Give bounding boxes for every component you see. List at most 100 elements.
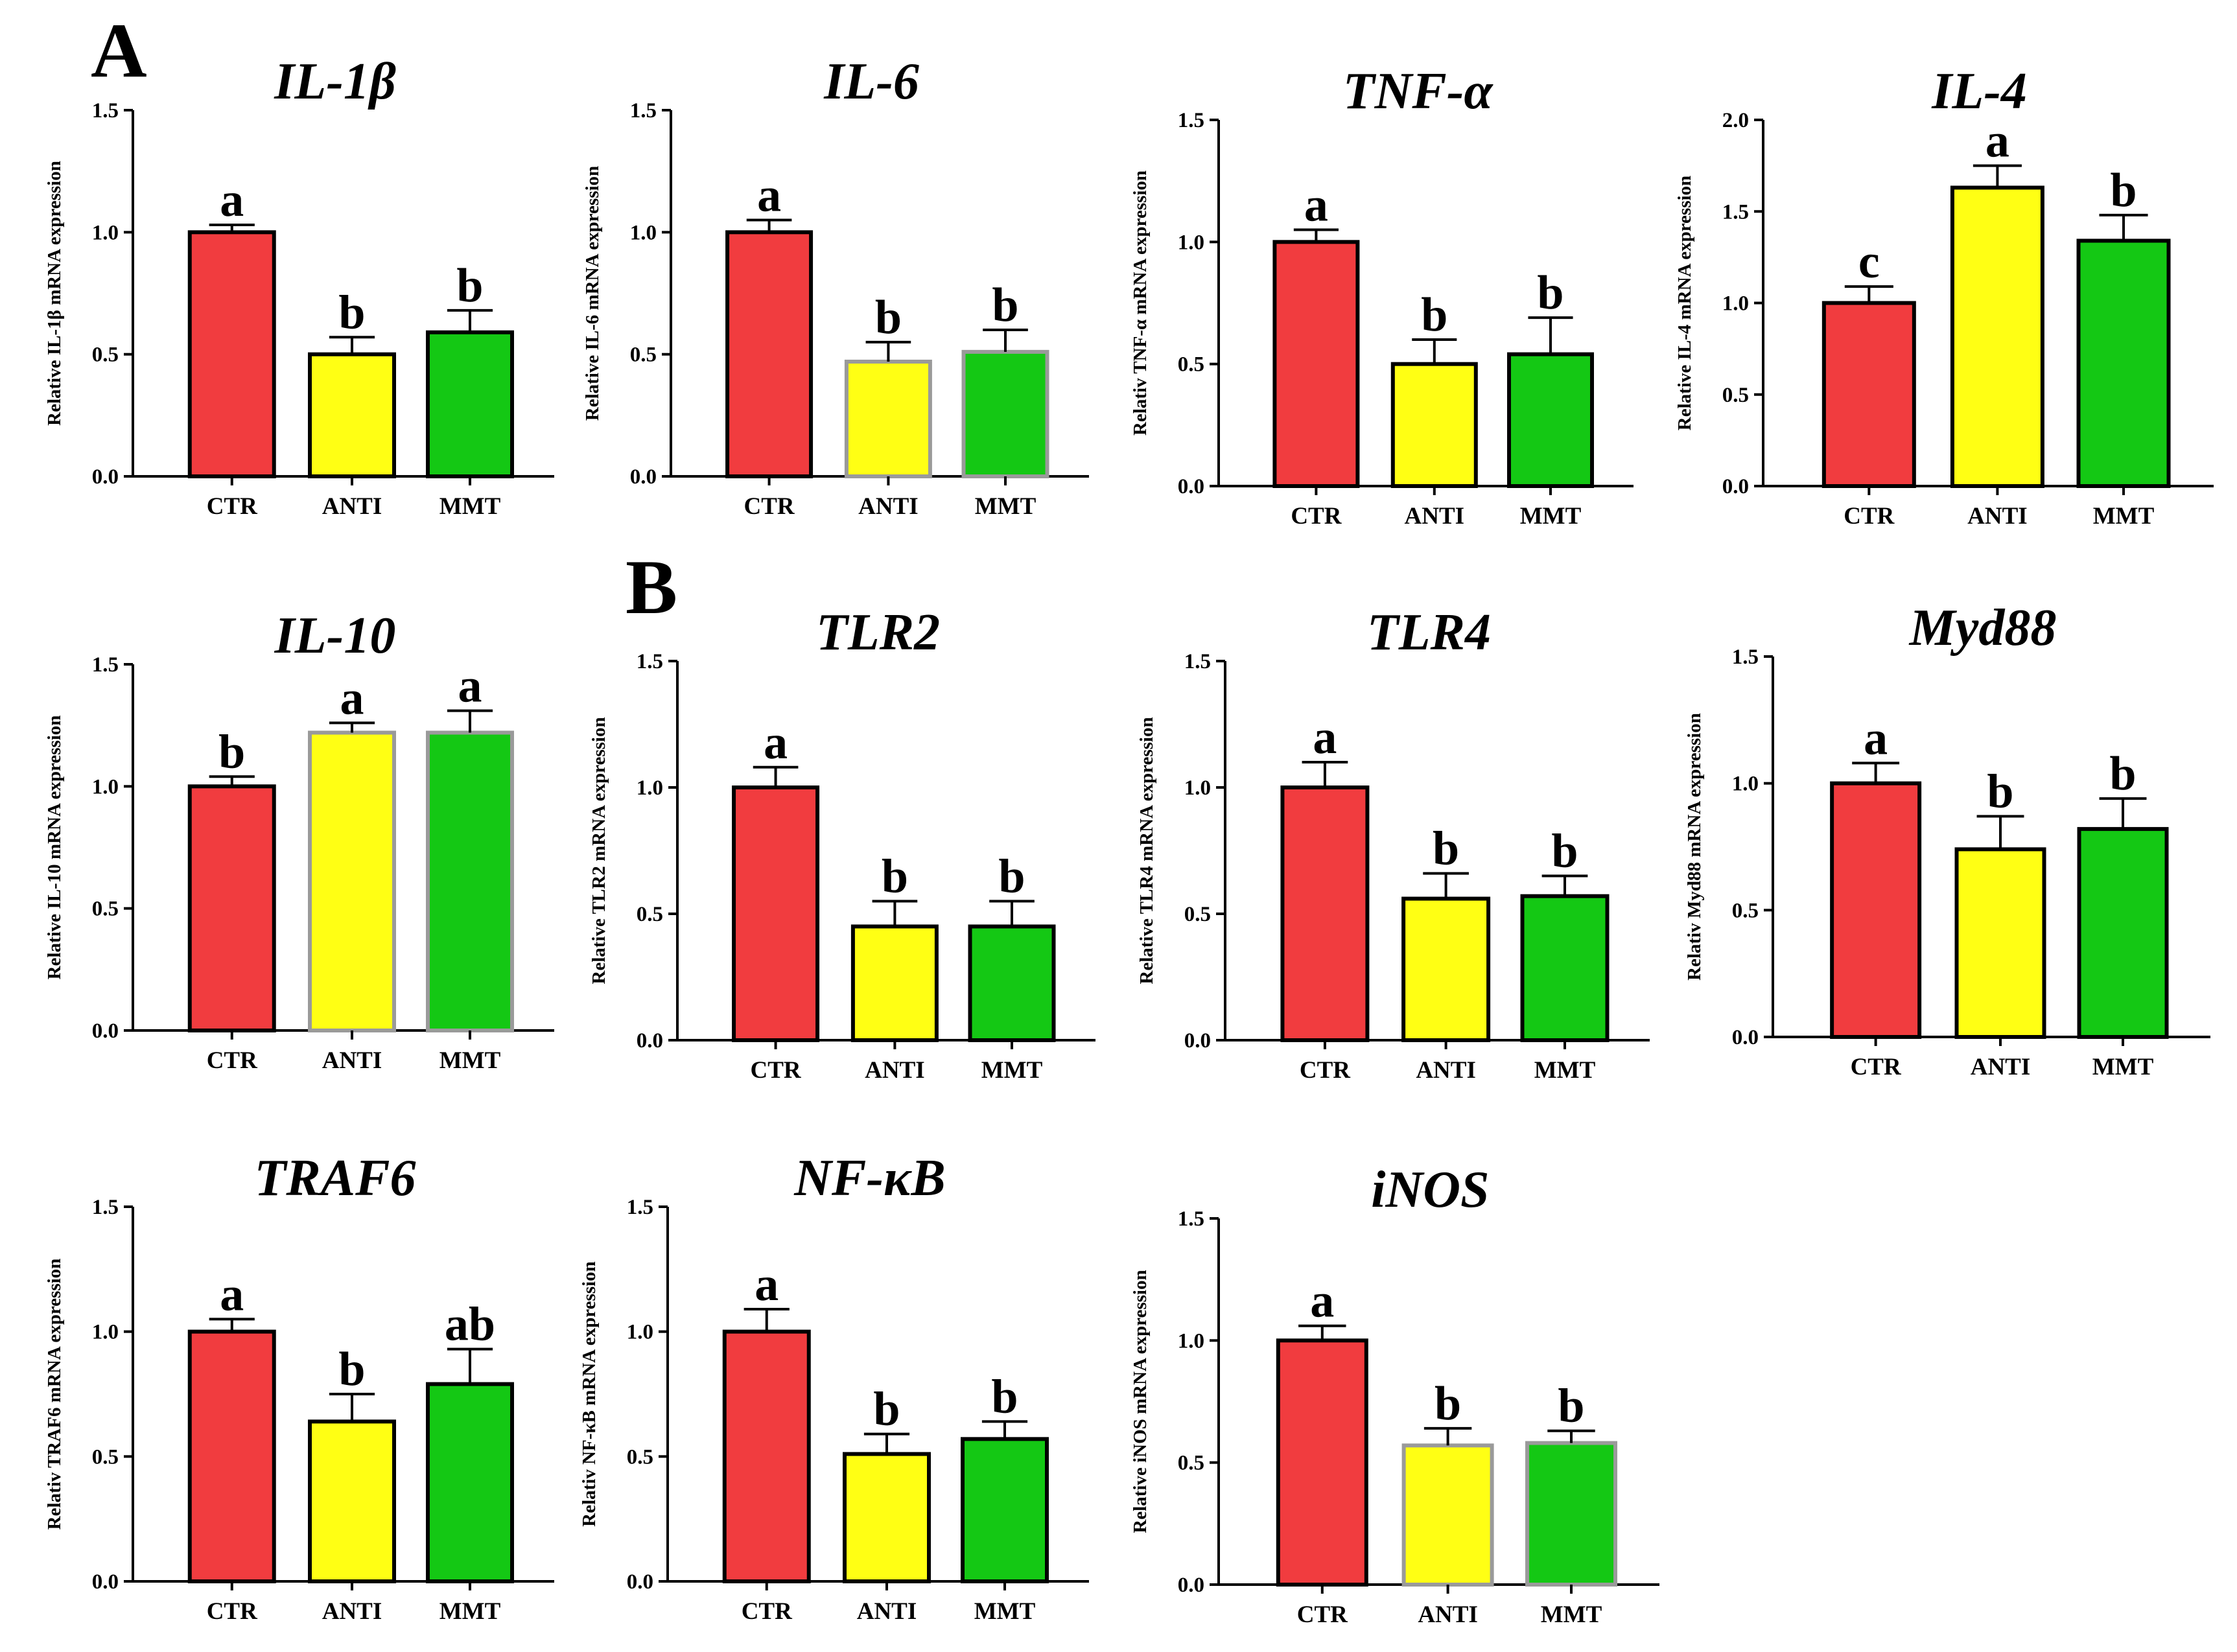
chart-6-sig-ctr: a <box>1313 711 1337 764</box>
chart-4-bar-anti <box>308 730 396 1032</box>
chart-9-ytick-label-3: 1.5 <box>627 1196 653 1219</box>
chart-3-sig-mmt: b <box>2110 164 2137 217</box>
chart-1-xlabel-anti: ANTI <box>858 493 919 520</box>
chart-2-bar-mmt <box>1507 352 1594 488</box>
chart-3-xlabel-ctr: CTR <box>1844 503 1895 529</box>
chart-9-ytick-label-2: 1.0 <box>627 1321 653 1344</box>
chart-10-sig-anti: b <box>1435 1377 1461 1430</box>
chart-6-sig-anti: b <box>1433 822 1459 876</box>
chart-10-ytick-label-1: 0.5 <box>1178 1452 1204 1475</box>
panel-label-a: A <box>91 7 147 93</box>
chart-4-ytick-label-1: 0.5 <box>92 898 119 921</box>
chart-8-bar-anti <box>308 1419 396 1584</box>
chart-6-xlabel-anti: ANTI <box>1416 1057 1476 1084</box>
chart-4-bar-ctr <box>187 784 276 1033</box>
chart-3-bar-ctr <box>1821 301 1916 488</box>
chart-10-ytick-label-3: 1.5 <box>1178 1207 1204 1231</box>
chart-6-sig-mmt: b <box>1551 825 1578 878</box>
chart-8-xlabel-mmt: MMT <box>439 1598 501 1625</box>
chart-7-sig-mmt: b <box>2109 747 2136 800</box>
chart-8-sig-anti: b <box>338 1343 365 1396</box>
chart-7-title: Myd88 <box>1908 599 2057 657</box>
chart-4-bar-mmt <box>426 730 514 1032</box>
chart-3-ylabel: Relative IL-4 mRNA expression <box>1674 176 1695 430</box>
chart-3-bar-anti <box>1950 185 2044 488</box>
chart-7-ytick-label-0: 0.0 <box>1732 1026 1759 1049</box>
chart-8-xlabel-anti: ANTI <box>322 1598 382 1625</box>
chart-8-bar-mmt <box>426 1382 514 1583</box>
chart-10-bar-ctr <box>1276 1338 1368 1587</box>
chart-10-bar-mmt <box>1525 1441 1617 1587</box>
chart-10-ylabel: Relative iNOS mRNA expression <box>1130 1270 1151 1533</box>
chart-6-xlabel-mmt: MMT <box>1534 1057 1596 1084</box>
chart-4-sig-mmt: a <box>458 660 482 713</box>
chart-6-ytick-label-2: 1.0 <box>1184 776 1211 800</box>
chart-6-title: TLR4 <box>1367 604 1491 661</box>
chart-0-title: IL-1β <box>274 53 396 110</box>
chart-2-sig-anti: b <box>1421 288 1447 342</box>
chart-7-bar-ctr <box>1830 781 1922 1039</box>
chart-10-xlabel-anti: ANTI <box>1418 1601 1478 1628</box>
chart-1-xlabel-mmt: MMT <box>975 493 1037 520</box>
chart-1-title: IL-6 <box>823 53 919 110</box>
chart-9-title: NF-κB <box>793 1150 946 1207</box>
chart-8-bar-ctr <box>187 1329 276 1584</box>
chart-5-ytick-label-2: 1.0 <box>637 776 663 800</box>
chart-0-bar-ctr <box>187 230 276 478</box>
chart-7-ytick-label-2: 1.0 <box>1732 773 1759 796</box>
chart-4-sig-anti: a <box>340 671 364 725</box>
chart-3-ytick-label-2: 1.0 <box>1722 292 1749 316</box>
chart-1-sig-mmt: b <box>992 279 1018 332</box>
chart-8-sig-ctr: a <box>220 1268 244 1321</box>
chart-1-ytick-label-1: 0.5 <box>630 343 657 367</box>
chart-3-ytick-label-4: 2.0 <box>1722 109 1749 132</box>
chart-2-bar-ctr <box>1272 240 1360 488</box>
chart-10-xlabel-mmt: MMT <box>1541 1601 1602 1628</box>
chart-0-ytick-label-0: 0.0 <box>92 465 119 489</box>
chart-5-bar-anti <box>850 924 939 1042</box>
chart-9-xlabel-anti: ANTI <box>857 1598 917 1625</box>
chart-3-ytick-label-0: 0.0 <box>1722 475 1749 498</box>
chart-3-xlabel-mmt: MMT <box>2093 503 2155 529</box>
chart-0-xlabel-anti: ANTI <box>322 493 382 520</box>
chart-0-ytick-label-2: 1.0 <box>92 221 119 244</box>
chart-2-ytick-label-2: 1.0 <box>1178 231 1204 254</box>
chart-9-bar-anti <box>843 1452 931 1583</box>
chart-6-ytick-label-0: 0.0 <box>1184 1029 1211 1053</box>
chart-0-xlabel-mmt: MMT <box>439 493 501 520</box>
chart-9-sig-anti: b <box>873 1383 900 1436</box>
chart-5-ylabel: Relative TLR2 mRNA expression <box>589 717 609 984</box>
chart-2-ytick-label-3: 1.5 <box>1178 109 1204 132</box>
chart-9-ylabel: Relativ NF-κB mRNA expression <box>579 1261 600 1526</box>
chart-3-ytick-label-3: 1.5 <box>1722 200 1749 224</box>
chart-5-title: TLR2 <box>816 604 940 661</box>
chart-8-ytick-label-3: 1.5 <box>92 1196 119 1219</box>
chart-1-bar-ctr <box>725 230 814 478</box>
chart-3-ytick-label-1: 0.5 <box>1722 384 1749 407</box>
chart-1-sig-anti: b <box>875 291 902 344</box>
chart-8-ytick-label-2: 1.0 <box>92 1321 119 1344</box>
chart-4-ytick-label-0: 0.0 <box>92 1019 119 1043</box>
chart-10-title: iNOS <box>1371 1161 1489 1218</box>
chart-2-xlabel-mmt: MMT <box>1520 503 1582 529</box>
chart-3-xlabel-anti: ANTI <box>1967 503 2028 529</box>
chart-3-sig-anti: a <box>1985 115 2009 168</box>
chart-1-sig-ctr: a <box>757 169 781 222</box>
chart-5-sig-mmt: b <box>998 850 1025 903</box>
chart-4-title: IL-10 <box>274 607 396 664</box>
chart-0-xlabel-ctr: CTR <box>207 493 258 520</box>
chart-5-xlabel-anti: ANTI <box>865 1057 925 1084</box>
chart-8-sig-mmt: ab <box>445 1298 495 1351</box>
chart-10-ytick-label-2: 1.0 <box>1178 1329 1204 1353</box>
chart-5-sig-ctr: a <box>764 716 788 769</box>
chart-2-ytick-label-1: 0.5 <box>1178 353 1204 377</box>
chart-4-sig-ctr: b <box>218 725 245 778</box>
chart-9-xlabel-ctr: CTR <box>742 1598 793 1625</box>
chart-5-bar-ctr <box>732 785 820 1042</box>
chart-7-xlabel-mmt: MMT <box>2092 1054 2154 1080</box>
chart-4-xlabel-anti: ANTI <box>322 1047 382 1074</box>
chart-0-bar-anti <box>308 352 396 479</box>
chart-1-ylabel: Relative IL-6 mRNA expression <box>582 166 603 421</box>
chart-2-sig-mmt: b <box>1537 266 1564 320</box>
